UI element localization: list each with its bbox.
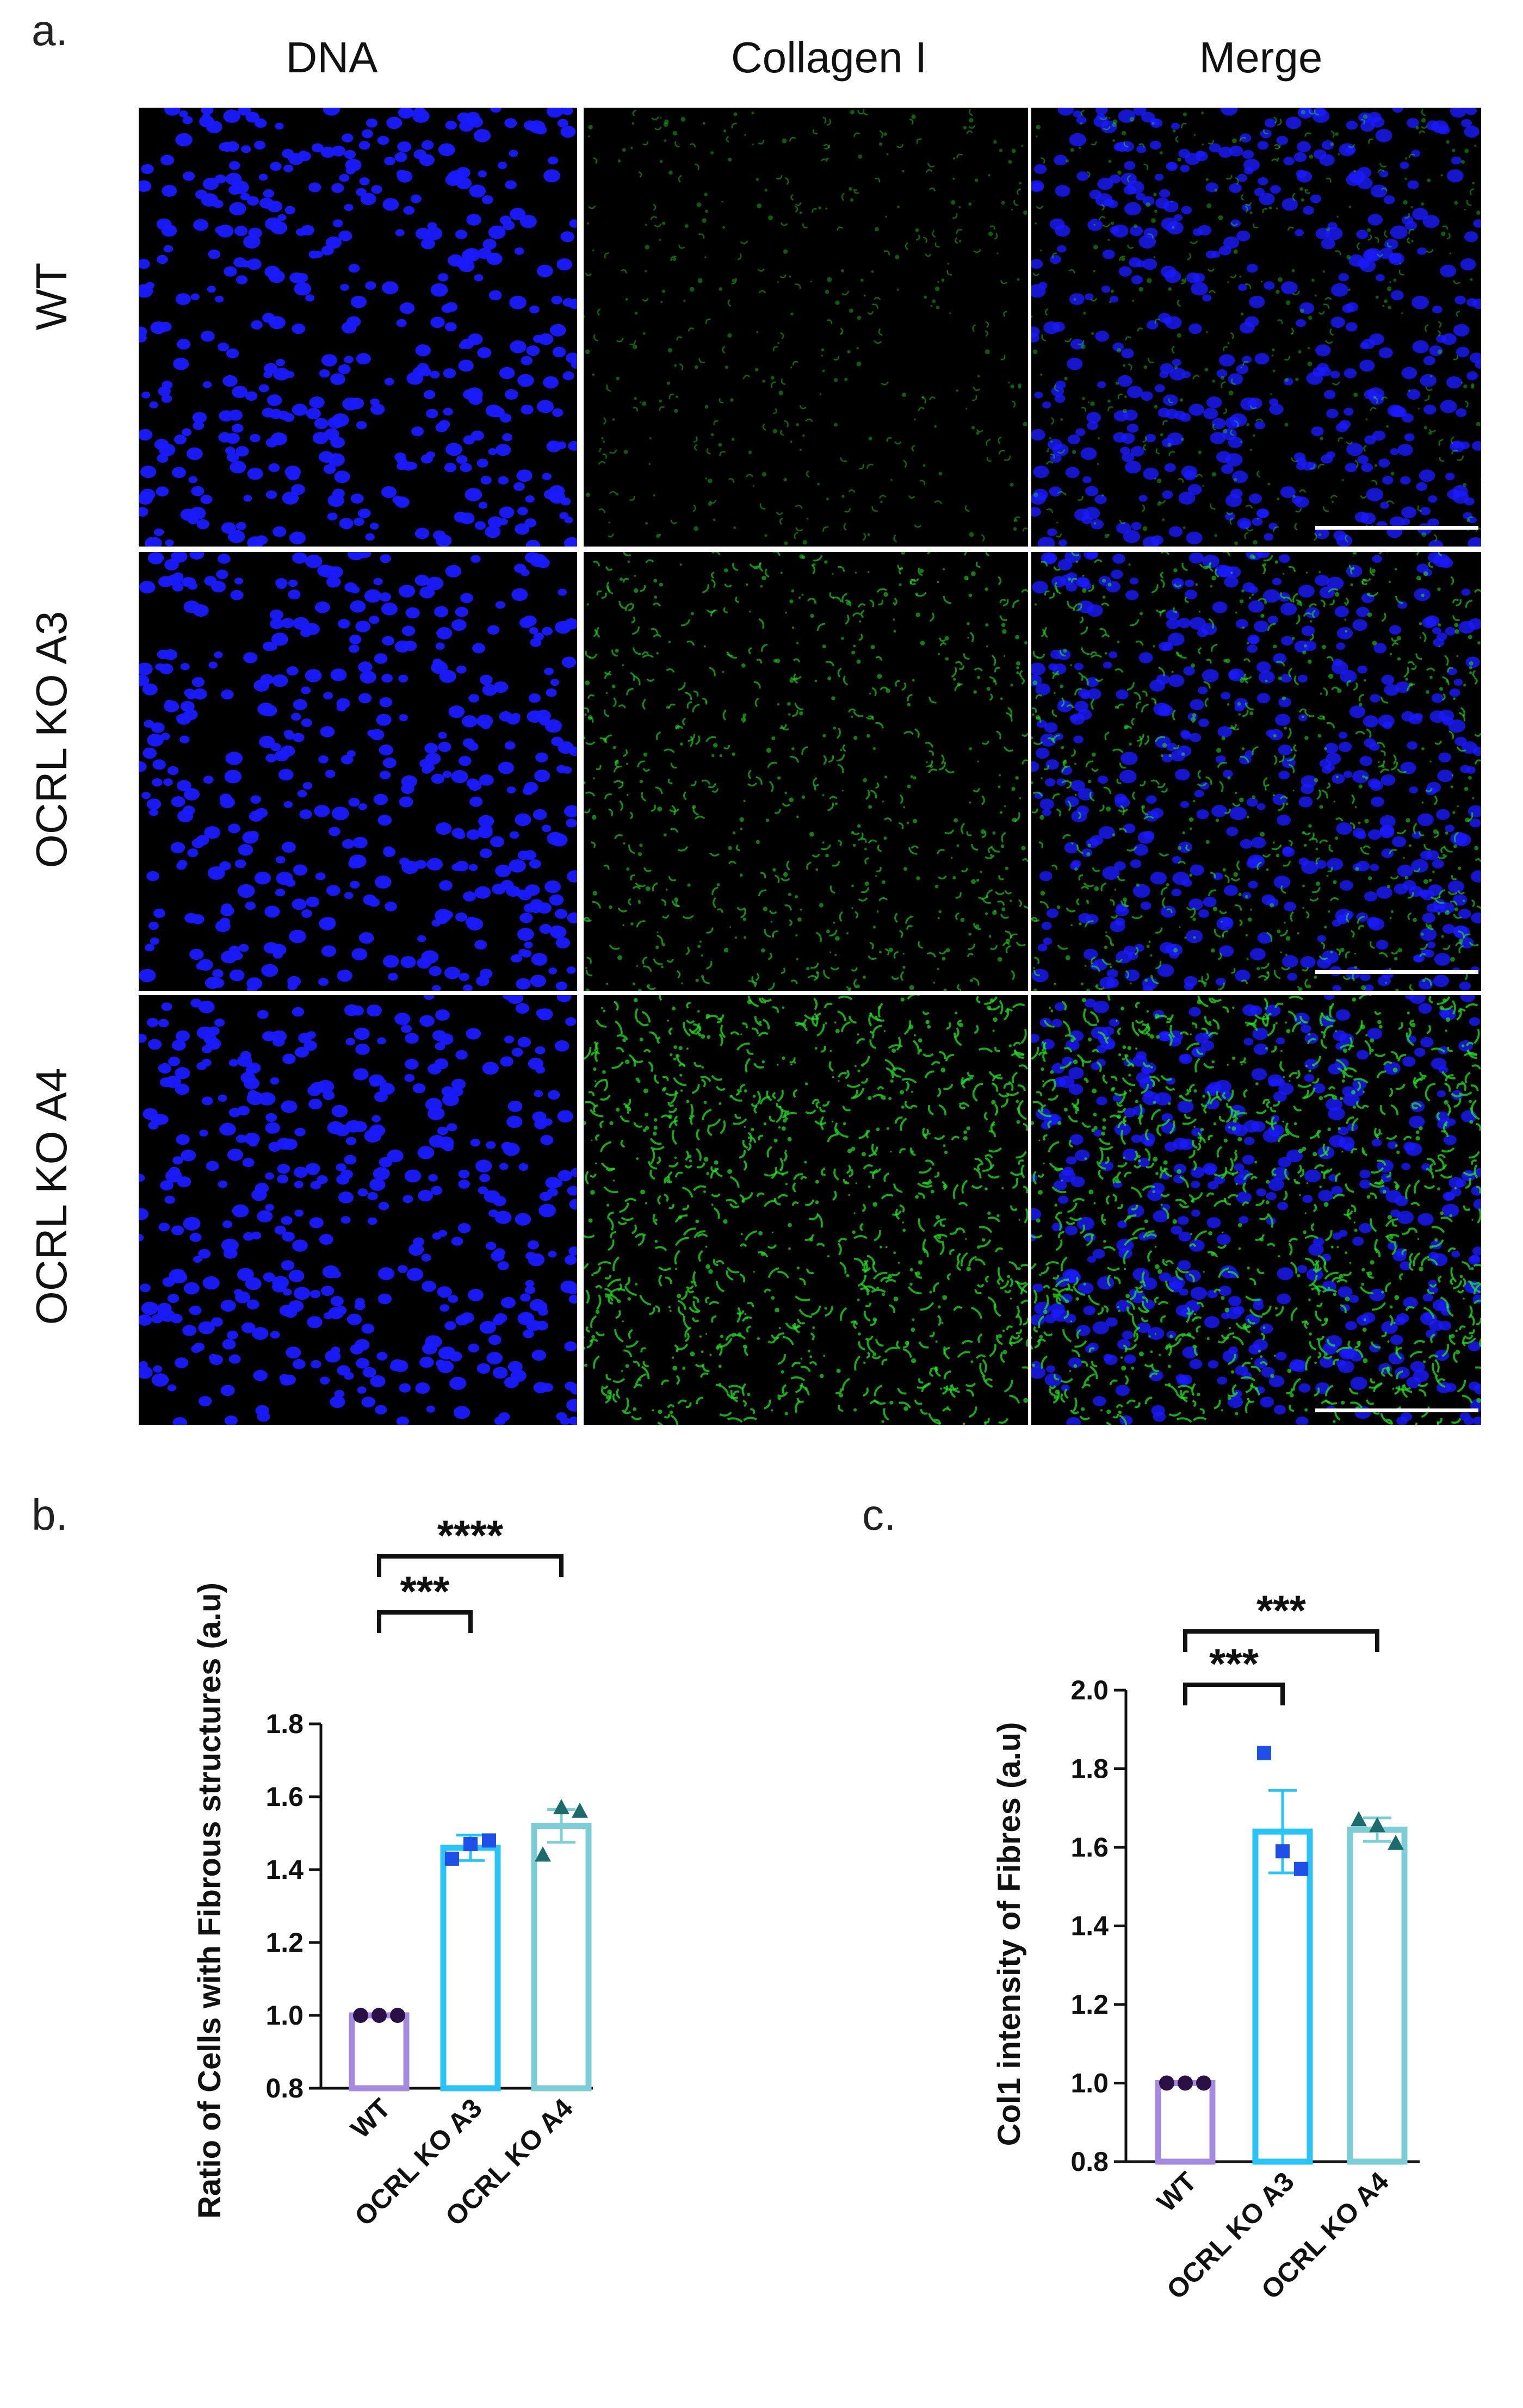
micrograph-wt-dna — [139, 108, 577, 547]
y-axis-label: Col1 intensity of Fibres (a.u) — [992, 1722, 1027, 2146]
bar-ocrl-ko-a3 — [440, 1845, 501, 2092]
micrograph-ocrl-ko-a4-dna — [139, 995, 577, 1425]
y-tick-label: 1.8 — [1070, 1754, 1109, 1784]
panel-c-letter: c. — [862, 1491, 896, 1539]
data-point — [572, 1802, 588, 1818]
y-tick-label: 1.6 — [1070, 1832, 1109, 1863]
y-tick-label: 1.0 — [265, 2000, 304, 2031]
data-point — [1178, 2075, 1193, 2091]
panel-b-letter: b. — [32, 1491, 68, 1539]
significance-label: *** — [1256, 1586, 1307, 1634]
data-point — [535, 1846, 551, 1862]
micrograph-ocrl-ko-a4-merge — [1031, 995, 1481, 1425]
bar-wt — [349, 2012, 410, 2092]
micrograph-wt-collagen — [584, 108, 1028, 547]
micrograph-ocrl-ko-a3-dna — [139, 552, 577, 991]
micrograph-ocrl-ko-a3-collagen — [584, 552, 1028, 991]
data-point — [1388, 1834, 1404, 1850]
data-point — [1257, 1746, 1271, 1760]
y-tick-label: 1.2 — [265, 1927, 304, 1958]
significance-bracket — [377, 1554, 564, 1577]
scale-bar — [1315, 1408, 1478, 1412]
significance-bracket — [377, 1610, 473, 1633]
chart-svg: 0.8 1.0 1.2 1.4 1.6 1.8 2.0 Col1 intensity of F… — [992, 1586, 1420, 2305]
scale-bar — [1315, 526, 1478, 530]
significance-label: **** — [437, 1511, 504, 1559]
data-point — [445, 1851, 459, 1866]
data-point — [372, 2008, 387, 2023]
y-tick-label: 1.6 — [265, 1782, 304, 1812]
row-header-ocrl-ko-a4: OCRL KO A4 — [27, 1068, 76, 1325]
chart-col1-intensity: 0.8 1.0 1.2 1.4 1.6 1.8 2.0 Col1 intensity of F… — [762, 1534, 1523, 2404]
bar-wt — [1155, 2080, 1216, 2165]
data-point — [482, 1833, 496, 1848]
data-point — [1276, 1844, 1290, 1859]
data-point — [390, 2008, 405, 2023]
data-point — [1196, 2075, 1211, 2091]
scale-bar — [1315, 970, 1478, 974]
significance-bracket — [1183, 1629, 1379, 1652]
x-tick-label: WT — [345, 2093, 397, 2144]
chart-fibrous-ratio: 0.8 1.0 1.2 1.4 1.6 1.8 Ratio of Cells with Fi… — [0, 1511, 762, 2404]
micrograph-wt-merge — [1031, 108, 1481, 547]
micrograph-ocrl-ko-a4-collagen — [584, 995, 1028, 1425]
y-axis-label: Ratio of Cells with Fibrous structures (… — [192, 1582, 227, 2219]
y-tick-label: 1.4 — [265, 1854, 304, 1885]
bar-ocrl-ko-a3 — [1252, 1828, 1313, 2165]
y-tick-label: 1.2 — [1070, 1989, 1109, 2020]
micrograph-ocrl-ko-a3-merge — [1031, 552, 1481, 991]
bar-ocrl-ko-a4 — [1347, 1826, 1408, 2165]
y-tick-label: 1.8 — [265, 1709, 304, 1739]
row-header-wt: WT — [27, 262, 76, 331]
data-point — [1294, 1861, 1308, 1876]
data-point — [553, 1799, 569, 1815]
column-header-merge: Merge — [1199, 33, 1323, 82]
chart-svg: 0.8 1.0 1.2 1.4 1.6 1.8 Ratio of Cells with Fi… — [192, 1511, 593, 2232]
significance-bracket — [1183, 1683, 1285, 1705]
data-point — [463, 1837, 478, 1852]
data-point — [353, 2008, 368, 2023]
bar-ocrl-ko-a4 — [531, 1823, 592, 2092]
y-tick-label: 1.4 — [1070, 1911, 1109, 1941]
column-header-dna: DNA — [286, 33, 378, 82]
y-tick-label: 1.0 — [1070, 2068, 1109, 2099]
significance-label: *** — [1209, 1640, 1259, 1687]
data-point — [1369, 1817, 1385, 1833]
data-point — [1159, 2075, 1174, 2091]
data-point — [1351, 1811, 1367, 1827]
panel-a-letter: a. — [32, 6, 68, 54]
row-header-ocrl-ko-a3: OCRL KO A3 — [27, 611, 76, 868]
y-tick-label: 2.0 — [1070, 1675, 1109, 1705]
x-tick-label: WT — [1151, 2166, 1203, 2218]
y-tick-label: 0.8 — [265, 2073, 304, 2103]
column-header-collagen: Collagen I — [730, 33, 927, 82]
significance-label: *** — [400, 1567, 450, 1615]
y-tick-label: 0.8 — [1070, 2146, 1109, 2177]
